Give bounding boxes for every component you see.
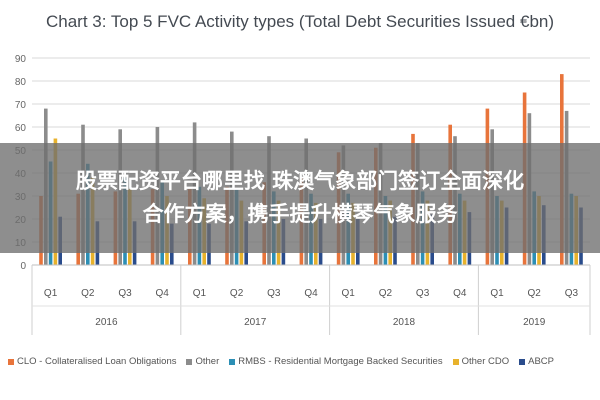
legend-item: RMBS - Residential Mortgage Backed Secur… (229, 356, 443, 367)
x-tick-label: Q3 (118, 288, 132, 299)
y-tick-label: 60 (15, 123, 27, 134)
year-label: 2016 (95, 317, 118, 328)
legend-swatch (186, 358, 193, 365)
legend-swatch (452, 358, 459, 365)
x-tick-label: Q2 (81, 288, 95, 299)
news-overlay-line-1: 股票配资平台哪里找 珠澳气象部门签订全面深化 (75, 169, 525, 193)
legend-item: Other CDO (452, 356, 510, 367)
y-tick-label: 80 (15, 77, 27, 88)
legend-swatch (519, 358, 526, 365)
x-tick-label: Q3 (267, 288, 281, 299)
legend-item: Other (186, 356, 219, 367)
legend-label: Other (195, 356, 220, 367)
legend-label: Other CDO (461, 356, 510, 367)
x-tick-label: Q1 (193, 288, 207, 299)
year-label: 2019 (523, 317, 546, 328)
x-tick-label: Q4 (156, 288, 170, 299)
legend-label: ABCP (528, 356, 554, 367)
x-tick-label: Q3 (565, 288, 579, 299)
x-tick-label: Q1 (44, 288, 58, 299)
chart-legend: CLO - Collateralised Loan Obligations Oth… (8, 356, 598, 367)
y-tick-label: 70 (15, 100, 27, 111)
legend-label: CLO - Collateralised Loan Obligations (17, 356, 177, 367)
legend-swatch (229, 358, 236, 365)
news-overlay-text: 股票配资平台哪里找 珠澳气象部门签订全面深化 合作方案，携手提升横琴气象服务 (0, 165, 600, 231)
x-tick-label: Q4 (304, 288, 318, 299)
x-tick-label: Q2 (230, 288, 244, 299)
legend-item: ABCP (519, 356, 554, 367)
news-overlay-banner (0, 143, 600, 253)
year-label: 2018 (393, 317, 416, 328)
year-label: 2017 (244, 317, 267, 328)
y-tick-label: 0 (20, 261, 26, 272)
x-tick-label: Q4 (453, 288, 467, 299)
legend-swatch (8, 358, 14, 365)
news-overlay-line-2: 合作方案，携手提升横琴气象服务 (142, 202, 458, 226)
x-tick-label: Q2 (379, 288, 393, 299)
x-tick-label: Q2 (528, 288, 542, 299)
legend-label: RMBS - Residential Mortgage Backed Secur… (238, 356, 443, 367)
x-tick-label: Q3 (416, 288, 430, 299)
legend-item: CLO - Collateralised Loan Obligations (8, 356, 176, 367)
x-tick-label: Q1 (490, 288, 504, 299)
chart-title: Chart 3: Top 5 FVC Activity types (Total… (45, 12, 555, 31)
x-tick-label: Q1 (342, 288, 356, 299)
y-tick-label: 90 (15, 54, 27, 65)
